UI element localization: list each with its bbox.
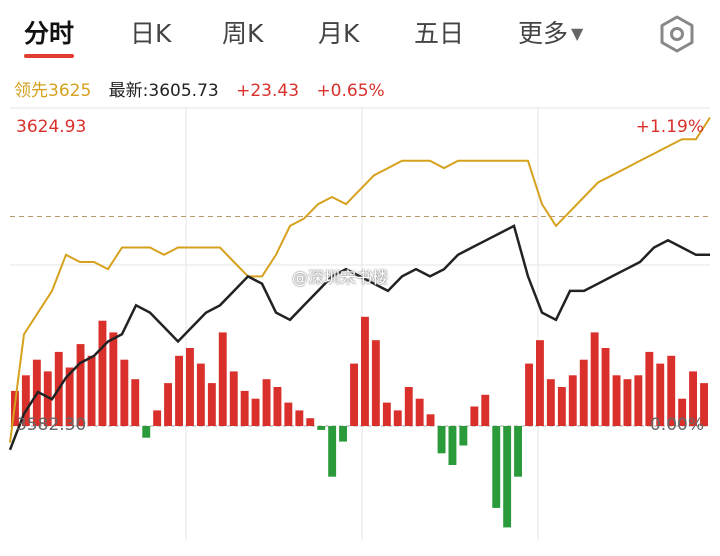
volume-bar	[339, 426, 347, 442]
volume-bar	[142, 426, 151, 438]
volume-bar	[689, 371, 697, 426]
period-tab-bar: 分时 日K 周K 月K 五日 更多 ▼	[0, 0, 720, 66]
volume-bar	[678, 398, 687, 426]
volume-bar	[601, 348, 610, 426]
price-line	[8, 224, 710, 451]
volume-bar	[634, 375, 643, 426]
volume-bar	[590, 332, 599, 426]
volume-bar	[306, 418, 315, 426]
volume-bar	[240, 390, 249, 426]
volume-bar	[87, 355, 96, 426]
volume-bar	[645, 351, 654, 426]
tab-more-label: 更多	[518, 19, 569, 48]
y-base-label: 3582.30	[16, 415, 86, 435]
volume-bar	[207, 383, 216, 426]
volume-bar	[21, 375, 30, 426]
tab-daily-k[interactable]: 日K	[130, 19, 172, 48]
volume-bar	[448, 426, 457, 465]
volume-bar	[536, 340, 544, 426]
intraday-chart[interactable]: 3624.93 +1.19% 3582.30 0.00%	[0, 100, 720, 550]
volume-bar	[546, 379, 555, 426]
volume-bar	[361, 316, 369, 426]
volume-bar	[579, 359, 588, 426]
volume-bar	[656, 363, 665, 426]
volume-bar	[459, 426, 468, 446]
settings-icon[interactable]	[657, 14, 697, 54]
volume-bar	[284, 402, 293, 426]
volume-bar	[175, 355, 183, 426]
volume-bar	[328, 426, 337, 477]
leader-value: 领先3625	[14, 81, 92, 101]
y-top-label: 3624.93	[16, 117, 86, 137]
volume-bar	[371, 340, 380, 426]
volume-bar	[218, 332, 227, 426]
volume-bar	[612, 375, 621, 426]
volume-bar	[382, 402, 391, 426]
leader-index-line	[9, 116, 711, 443]
tab-weekly-k[interactable]: 周K	[222, 19, 264, 48]
volume-bar	[503, 426, 512, 528]
volume-bar	[525, 363, 533, 426]
volume-bar	[426, 414, 435, 426]
volume-bar	[350, 363, 358, 426]
volume-bar	[700, 383, 708, 426]
volume-bar	[98, 320, 107, 426]
quote-info-row: 领先3625 最新:3605.73 +23.43 +0.65%	[14, 76, 397, 101]
volume-bar	[393, 410, 402, 426]
volume-bar	[186, 348, 194, 426]
change-percent: +0.65%	[316, 81, 385, 101]
volume-bar	[251, 398, 260, 426]
volume-bar	[623, 379, 632, 426]
latest-price: 最新:3605.73	[108, 81, 219, 101]
pct-base-label: 0.00%	[650, 415, 704, 435]
volume-bar	[470, 406, 479, 426]
volume-bar	[667, 355, 676, 426]
chevron-down-icon: ▼	[571, 24, 584, 43]
volume-bar	[481, 394, 490, 426]
volume-bar	[43, 371, 52, 426]
volume-bar	[295, 410, 304, 426]
watermark: @深圳宋书楼	[292, 268, 389, 287]
volume-bar	[492, 426, 501, 508]
volume-bar	[65, 367, 74, 426]
volume-bar	[415, 398, 424, 426]
volume-bar	[196, 363, 205, 426]
volume-bar	[557, 387, 566, 426]
tab-intraday[interactable]: 分时	[24, 19, 75, 48]
tab-five-day[interactable]: 五日	[414, 19, 465, 48]
volume-bar	[76, 344, 85, 426]
volume-bar	[404, 387, 413, 426]
volume-bar	[131, 379, 140, 426]
volume-bar	[109, 332, 118, 426]
volume-bar	[229, 371, 238, 426]
volume-bar	[437, 426, 446, 454]
tab-more[interactable]: 更多 ▼	[518, 14, 583, 50]
volume-bars	[11, 316, 708, 528]
active-tab-indicator	[24, 54, 74, 58]
volume-bar	[568, 375, 577, 426]
volume-bar	[164, 383, 172, 426]
change-value: +23.43	[236, 81, 300, 101]
volume-bar	[317, 426, 326, 430]
pct-top-label: +1.19%	[636, 117, 704, 137]
volume-bar	[120, 359, 129, 426]
tab-monthly-k[interactable]: 月K	[318, 19, 360, 48]
volume-bar	[514, 426, 522, 477]
volume-bar	[153, 410, 162, 426]
volume-bar	[262, 379, 271, 426]
chart-grid	[10, 107, 710, 540]
volume-bar	[273, 387, 282, 426]
